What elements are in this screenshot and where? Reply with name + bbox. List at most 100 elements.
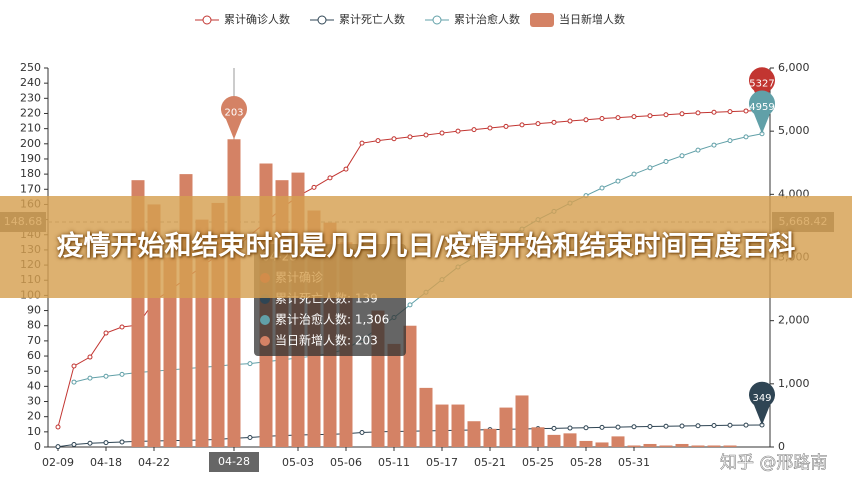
point (391, 136, 397, 142)
y-tick-label: 80 (27, 319, 41, 332)
bar (723, 445, 737, 447)
point (311, 184, 317, 190)
point (711, 142, 717, 148)
mark-point: 203 (221, 96, 247, 140)
bar (387, 343, 401, 447)
mark-point: 5327 (749, 67, 776, 111)
legend-label: 当日新增人数 (559, 12, 625, 26)
point (551, 119, 557, 125)
point (455, 128, 461, 134)
point (679, 153, 685, 159)
y-tick-label: 90 (27, 304, 41, 317)
point (471, 127, 477, 133)
pin-label: 203 (224, 107, 243, 118)
point (743, 134, 749, 140)
y-tick-label: 60 (27, 349, 41, 362)
pin-label: 5327 (749, 79, 774, 90)
legend-item[interactable]: 当日新增人数 (530, 12, 625, 27)
x-pointer-label: 04-28 (209, 452, 259, 472)
legend-item[interactable]: 累计治愈人数 (425, 12, 520, 26)
y-tick-label: 250 (20, 61, 41, 74)
bar (611, 436, 625, 447)
point (327, 175, 333, 181)
y2-tick-label: 2,000 (778, 314, 810, 327)
point (631, 424, 637, 430)
point (631, 114, 637, 120)
point (615, 424, 621, 430)
y-tick-label: 10 (27, 425, 41, 438)
y-tick-label: 240 (20, 76, 41, 89)
point (599, 116, 605, 122)
point (103, 373, 109, 379)
y-tick-label: 40 (27, 379, 41, 392)
bar (659, 445, 673, 447)
mark-point: 4959 (749, 90, 776, 134)
point (359, 429, 365, 435)
point (119, 439, 125, 445)
pin (749, 67, 776, 111)
point (599, 424, 605, 430)
point (535, 121, 541, 127)
bar (515, 395, 529, 447)
legend-dot (432, 15, 442, 25)
y2-tick-label: 6,000 (778, 61, 810, 74)
point (119, 371, 125, 377)
point (119, 324, 125, 330)
point (663, 423, 669, 429)
pin (221, 96, 247, 140)
tooltip-dot (260, 315, 270, 325)
bar (499, 407, 513, 447)
point (679, 111, 685, 117)
bar (707, 445, 721, 447)
point (503, 123, 509, 129)
y-tick-label: 0 (34, 440, 41, 453)
point (55, 444, 61, 450)
bar (595, 442, 609, 447)
point (679, 423, 685, 429)
point (727, 138, 733, 144)
x-tick-label: 05-31 (618, 456, 650, 469)
point (71, 363, 77, 369)
legend-label: 累计死亡人数 (339, 12, 405, 26)
y-tick-label: 210 (20, 122, 41, 135)
bar (643, 443, 657, 447)
point (647, 424, 653, 430)
y-tick-label: 200 (20, 137, 41, 150)
x-tick-label: 05-17 (426, 456, 458, 469)
legend-label: 累计确诊人数 (224, 12, 290, 26)
x-tick-label: 05-03 (282, 456, 314, 469)
x-tick-label: 05-28 (570, 456, 602, 469)
point (519, 122, 525, 128)
x-tick-label: 05-11 (378, 456, 410, 469)
point (487, 125, 493, 131)
x-tick-label: 05-21 (474, 456, 506, 469)
x-tick-label: 05-25 (522, 456, 554, 469)
bar (531, 427, 545, 447)
point (727, 422, 733, 428)
point (647, 165, 653, 171)
y-tick-label: 20 (27, 410, 41, 423)
bar (435, 404, 449, 447)
legend-item[interactable]: 累计死亡人数 (310, 12, 405, 26)
point (695, 423, 701, 429)
point (71, 379, 77, 385)
legend-label: 累计治愈人数 (454, 12, 520, 26)
point (631, 171, 637, 177)
banner-text: 疫情开始和结束时间是几月几日/疫情开始和结束时间百度百科 (56, 231, 796, 262)
legend-item[interactable]: 累计确诊人数 (195, 12, 290, 26)
point (423, 132, 429, 138)
x-tick-label: 04-18 (90, 456, 122, 469)
point (647, 113, 653, 119)
bar (563, 433, 577, 447)
point (663, 158, 669, 164)
tooltip-row: 当日新增人数: 203 (275, 333, 378, 348)
watermark: 知乎 @邢路南 (720, 453, 827, 473)
point (695, 147, 701, 153)
y-tick-label: 190 (20, 152, 41, 165)
point (599, 185, 605, 191)
pin-label: 349 (752, 393, 771, 404)
banner: 疫情开始和结束时间是几月几日/疫情开始和结束时间百度百科 (0, 196, 852, 298)
bar (451, 404, 465, 447)
point (407, 134, 413, 140)
